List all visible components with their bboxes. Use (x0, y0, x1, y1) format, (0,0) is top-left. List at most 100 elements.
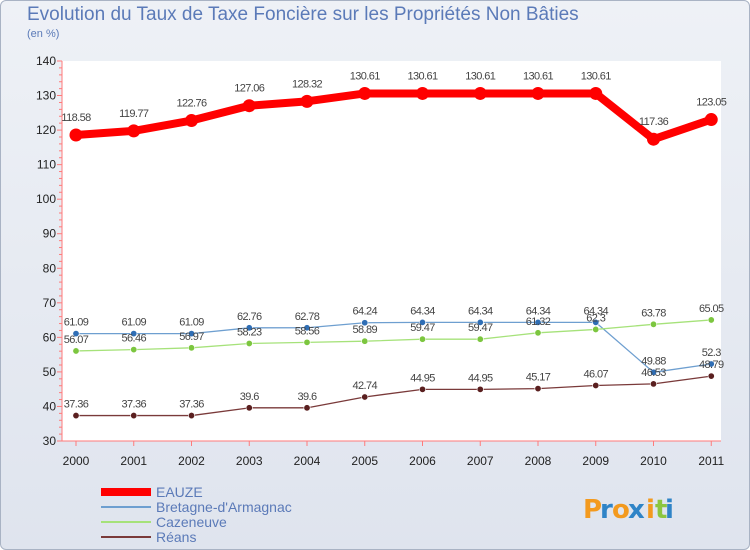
data-point (185, 114, 198, 128)
data-label: 130.61 (581, 70, 612, 82)
data-label: 130.61 (465, 70, 496, 82)
data-label: 123.05 (696, 97, 727, 109)
data-point (69, 128, 83, 142)
data-label: 64.34 (526, 305, 551, 317)
series-line (75, 375, 712, 417)
data-label: 37.36 (121, 399, 146, 411)
data-point (704, 113, 718, 127)
legend-label: Cazeneuve (156, 514, 227, 530)
data-point (361, 393, 369, 401)
data-label: 130.61 (407, 70, 438, 82)
data-label: 61.09 (64, 317, 89, 329)
chart-subtitle: (en %) (27, 28, 60, 40)
data-point (416, 86, 429, 100)
data-point (476, 318, 484, 326)
data-label: 130.61 (523, 70, 554, 82)
data-point (592, 381, 600, 389)
data-point (72, 347, 80, 355)
data-label: 37.36 (64, 399, 89, 411)
proxiti-logo: Pr ox i ti (583, 495, 674, 525)
data-label: 48.79 (699, 359, 724, 371)
data-point (130, 412, 138, 420)
x-tick-label: 2000 (63, 454, 90, 468)
series-line (75, 319, 712, 352)
data-label: 130.61 (350, 70, 381, 82)
data-label: 44.95 (468, 372, 493, 384)
data-point (130, 346, 138, 354)
y-tick-label: 130 (36, 89, 56, 103)
y-tick-label: 60 (43, 330, 57, 344)
data-point (361, 319, 369, 327)
y-tick-label: 40 (43, 399, 57, 413)
logo-letter: i (665, 495, 674, 525)
logo-letter: r (600, 495, 613, 525)
legend-label: Réans (156, 529, 196, 545)
data-label: 58.56 (295, 325, 320, 337)
data-label: 128.32 (292, 78, 323, 90)
data-label: 65.05 (699, 303, 724, 315)
data-label: 58.89 (352, 324, 377, 336)
data-label: 62.3 (586, 312, 605, 324)
data-label: 127.06 (234, 83, 265, 95)
data-point (418, 335, 426, 343)
data-label: 49.88 (641, 355, 666, 367)
data-point (127, 124, 141, 138)
data-point (358, 86, 372, 100)
data-point (534, 329, 542, 337)
data-point (649, 368, 657, 376)
y-tick-label: 100 (36, 192, 56, 206)
data-point (72, 330, 80, 338)
x-tick-label: 2002 (178, 454, 205, 468)
data-label: 61.32 (526, 316, 551, 328)
data-point (242, 99, 256, 113)
x-tick-label: 2001 (120, 454, 147, 468)
data-point (303, 404, 311, 412)
data-label: 56.46 (121, 333, 146, 345)
logo-letter: P (583, 495, 602, 525)
data-label: 117.36 (639, 116, 669, 128)
data-point (418, 318, 426, 326)
data-label: 44.95 (410, 372, 435, 384)
data-point (534, 318, 542, 326)
y-tick-label: 90 (43, 227, 57, 241)
data-label: 39.6 (297, 391, 316, 403)
data-label: 61.09 (179, 317, 204, 329)
data-label: 119.77 (119, 108, 149, 120)
data-label: 64.34 (583, 305, 608, 317)
logo-letter: x (628, 495, 645, 525)
data-point (188, 412, 196, 420)
data-point (649, 380, 657, 388)
data-point (707, 316, 715, 324)
series-line (75, 321, 712, 373)
data-point (245, 404, 253, 412)
logo-letter: t (655, 495, 667, 525)
x-tick-label: 2010 (640, 454, 667, 468)
data-point (534, 385, 542, 393)
data-point (476, 335, 484, 343)
data-point (72, 412, 80, 420)
y-tick-label: 30 (43, 434, 57, 448)
data-point (592, 325, 600, 333)
y-tick-label: 140 (36, 54, 56, 68)
data-point (245, 339, 253, 347)
data-point (361, 337, 369, 345)
data-point (130, 330, 138, 338)
x-tick-label: 2008 (525, 454, 552, 468)
logo-letter: i (646, 495, 655, 525)
data-label: 63.78 (641, 307, 666, 319)
data-label: 39.6 (240, 391, 259, 403)
data-label: 64.24 (352, 306, 377, 318)
data-label: 62.76 (237, 311, 262, 323)
x-tick-label: 2011 (698, 454, 724, 468)
data-point (188, 330, 196, 338)
x-tick-label: 2006 (409, 454, 436, 468)
data-point (303, 324, 311, 332)
data-label: 59.47 (468, 322, 493, 334)
series-line (72, 89, 716, 144)
logo-letter: o (612, 495, 630, 525)
data-label: 59.47 (410, 322, 435, 334)
data-label: 56.97 (179, 331, 204, 343)
data-label: 45.17 (526, 372, 551, 384)
